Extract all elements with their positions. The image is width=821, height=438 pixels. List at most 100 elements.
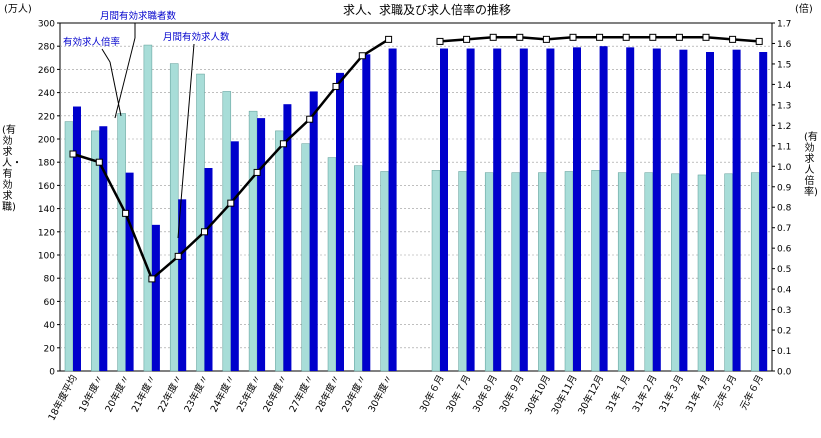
bar-job-openings (493, 48, 502, 372)
x-tick-label: 30年度〃 (366, 373, 396, 414)
bar-job-seekers (91, 130, 100, 372)
bar-job-seekers (169, 63, 179, 372)
bar-job-seekers (538, 172, 547, 372)
x-tick-label: 24年度〃 (208, 373, 238, 414)
y-right-tick-label: 1.6 (777, 40, 792, 50)
ratio-point (201, 228, 208, 236)
x-tick-label: 25年度〃 (234, 373, 264, 414)
x-tick-label: 23年度〃 (181, 373, 211, 414)
ratio-point (596, 33, 604, 41)
ratio-point (489, 33, 497, 41)
bar-job-openings (178, 199, 187, 371)
bar-job-openings (679, 49, 688, 372)
y-left-tick-label: 140 (38, 205, 55, 215)
ratio-point (332, 82, 340, 90)
y-left-tick-label: 120 (38, 228, 55, 238)
x-tick-label: 31年４月 (683, 373, 713, 414)
y-left-tick-label: 220 (38, 112, 55, 122)
y-right-tick-label: 1.1 (777, 142, 791, 152)
ratio-point (702, 33, 710, 41)
y-right-tick-label: 0.0 (777, 368, 792, 378)
bar-job-seekers (484, 172, 494, 372)
bar-job-openings (706, 52, 714, 371)
y-left-tick-label: 260 (38, 66, 55, 76)
x-tick-label: 19年度〃 (76, 373, 106, 414)
bar-job-seekers (671, 173, 680, 372)
bar-job-seekers (697, 174, 707, 372)
bar-job-openings (283, 104, 292, 371)
annotation-job-seekers: 月間有効求職者数 (100, 10, 177, 22)
ratio-point (69, 150, 77, 158)
ratio-point (755, 37, 763, 45)
bar-job-seekers (117, 113, 126, 372)
bar-job-seekers (354, 165, 363, 372)
bar-job-seekers (644, 172, 654, 372)
x-tick-label: 30年11月 (549, 373, 580, 417)
bar-job-seekers (431, 170, 441, 372)
annotation-leader (101, 48, 111, 63)
y-right-tick-label: 1.7 (777, 20, 791, 30)
annotation-ratio: 有効求人倍率 (63, 36, 121, 48)
y-right-tick-label: 1.3 (777, 101, 791, 111)
x-tick-label: 18年度平均 (46, 373, 80, 423)
x-tick-label: 21年度〃 (129, 373, 159, 414)
ratio-point (649, 33, 657, 41)
bar-job-openings (257, 118, 266, 372)
y-right-tick-label: 1.2 (777, 122, 791, 132)
bar-job-seekers (511, 172, 521, 372)
right-axis-label: (有効求人倍率) (804, 132, 818, 198)
y-left-tick-label: 200 (38, 136, 55, 146)
bar-job-seekers (248, 110, 258, 372)
ratio-point (279, 140, 287, 148)
x-tick-label: 31年２月 (630, 373, 660, 414)
x-tick-label: 26年度〃 (260, 373, 290, 414)
ratio-point (542, 35, 550, 43)
x-tick-label: 30年10月 (522, 373, 553, 417)
x-tick-label: 30年９月 (497, 373, 527, 414)
ratio-point (306, 115, 314, 123)
bar-job-openings (336, 72, 344, 371)
y-right-tick-label: 0.5 (777, 265, 791, 275)
bar-job-seekers (327, 157, 337, 372)
ratio-point (463, 35, 471, 43)
ratio-point (436, 37, 444, 45)
x-tick-label: 31年１月 (603, 373, 633, 414)
x-tick-label: 22年度〃 (155, 373, 185, 414)
y-right-tick-label: 1.0 (777, 163, 792, 173)
left-axis-label: (有効求人・有効求職) (2, 125, 22, 213)
ratio-point (253, 168, 261, 176)
bar-job-openings (759, 52, 768, 371)
y-left-tick-label: 40 (44, 321, 56, 331)
x-tick-label: 30年７月 (444, 373, 474, 414)
x-tick-label: 30年12月 (575, 373, 606, 417)
annotation-leader (114, 37, 136, 119)
y-left-tick-label: 300 (38, 20, 55, 30)
bar-job-openings (125, 172, 134, 371)
x-tick-label: 30年６月 (417, 373, 447, 414)
bar-job-seekers (64, 121, 74, 372)
annotation-job-openings: 月間有効求人数 (163, 31, 230, 43)
bar-job-seekers (196, 73, 205, 372)
ratio-point (729, 35, 737, 43)
bar-job-seekers (458, 171, 467, 372)
ratio-point (385, 35, 393, 43)
ratio-point (569, 33, 577, 41)
y-right-tick-label: 0.6 (777, 245, 792, 255)
y-left-tick-label: 280 (38, 43, 55, 53)
y-left-tick-label: 60 (44, 298, 56, 308)
bar-job-openings (362, 54, 371, 371)
bar-job-seekers (591, 170, 600, 372)
bar-job-openings (151, 224, 160, 371)
bar-job-seekers (564, 171, 574, 372)
y-left-tick-label: 180 (38, 159, 55, 169)
bar-job-openings (388, 48, 397, 372)
bar-job-openings (204, 168, 213, 371)
y-right-tick-label: 0.7 (777, 224, 791, 234)
ratio-point (122, 209, 130, 217)
chart-title: 求人、求職及び求人倍率の推移 (343, 2, 511, 17)
bar-job-openings (732, 49, 741, 372)
ratio-point (174, 252, 182, 260)
bar-job-seekers (275, 130, 284, 372)
ratio-point (358, 52, 366, 60)
bar-job-seekers (750, 172, 760, 372)
